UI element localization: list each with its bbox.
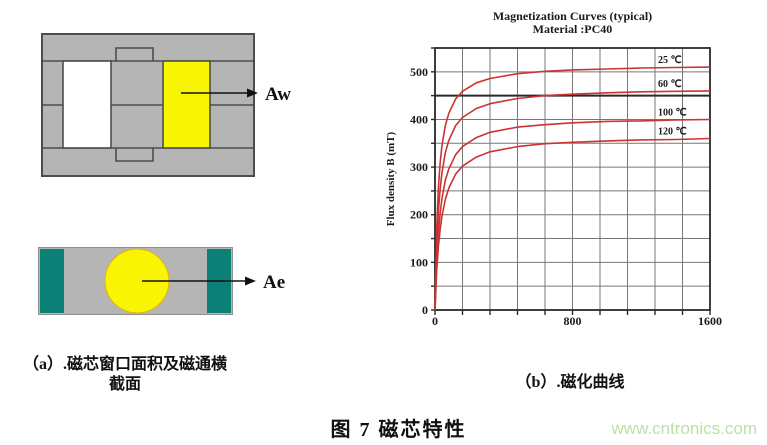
series-label: 25 ℃ [658, 55, 682, 66]
curve-120℃ [434, 137, 711, 311]
arrowhead-icon [247, 88, 258, 98]
ae-arrow [142, 276, 256, 286]
series-label: 100 ℃ [658, 107, 687, 118]
window-area-aw [162, 60, 211, 149]
caption-a-line2: 截面 [108, 376, 141, 393]
chart-title: Magnetization Curves (typical) Material … [435, 10, 710, 36]
aw-label: Aw [265, 84, 291, 105]
center-leg-bottom-seam [115, 148, 154, 162]
caption-a: （a）.磁芯窗口面积及磁通横 截面 [10, 355, 240, 395]
y-tick-label: 100 [410, 255, 428, 269]
aw-arrow [181, 88, 258, 98]
curve-60℃ [434, 90, 711, 311]
caption-b-text: （b）.磁化曲线 [515, 374, 625, 391]
left-window [62, 60, 112, 149]
chart-title-line2: Material :PC40 [532, 22, 613, 36]
y-tick-label: 400 [410, 112, 428, 126]
watermark-link[interactable]: www.cntronics.com [611, 419, 757, 438]
caption-a-line1: （a）.磁芯窗口面积及磁通横 [22, 356, 227, 373]
core-window-diagram: Aw [41, 33, 291, 177]
chart-title-line1: Magnetization Curves (typical) [492, 9, 653, 23]
y-tick-label: 200 [410, 208, 428, 222]
caption-b: （b）.磁化曲线 [450, 368, 690, 392]
arrowhead-icon [245, 276, 256, 286]
series-label: 60 ℃ [658, 79, 682, 90]
x-tick-label: 0 [432, 314, 438, 328]
series-label: 120 ℃ [658, 127, 687, 138]
magnetization-curves-chart: 0 800 1600 0 100 200 300 400 500 Flux density B (… [385, 47, 722, 328]
figure-caption: 图 7 磁芯特性 [330, 419, 467, 441]
curve-100℃ [434, 118, 711, 311]
x-tick-label: 1600 [698, 314, 722, 328]
curve-25℃ [434, 66, 711, 311]
y-axis-label: Flux density B (mT) [385, 131, 397, 226]
y-tick-label: 0 [422, 303, 428, 317]
center-leg-top-seam [115, 47, 154, 61]
flux-cross-section-diagram: Ae [38, 247, 285, 315]
x-tick-label: 800 [564, 314, 582, 328]
y-tick-label: 500 [410, 65, 428, 79]
ae-label: Ae [263, 272, 285, 293]
y-tick-label: 300 [410, 160, 428, 174]
left-end-block [40, 249, 64, 313]
